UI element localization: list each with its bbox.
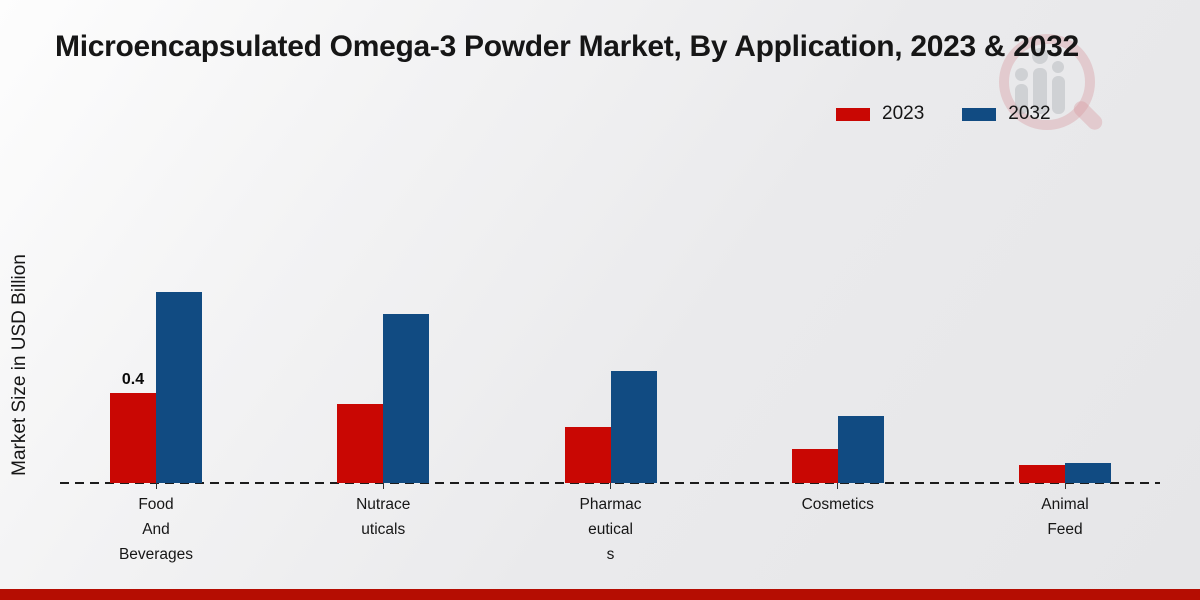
bar-2032-nutraceuticals [383,314,430,483]
watermark-dot-icon [1032,48,1048,64]
bar-value-label-2023: 0.4 [121,371,145,388]
bar-2023-nutraceuticals [337,404,384,483]
category-label-animal-feed: Animal Feed [1041,496,1089,538]
legend-item-2023: 2023 [836,103,924,125]
x-axis-tick [382,483,384,489]
watermark-dot-icon [1015,68,1028,81]
x-axis-tick [1064,483,1066,489]
legend-label-2023: 2023 [882,103,925,124]
watermark-bar-icon [1033,68,1047,114]
bar-2023-pharmaceuticals [564,426,611,483]
watermark-bar-icon [1052,76,1065,114]
watermark-bar-icon [1015,84,1028,114]
market-research-logo-watermark [993,28,1106,140]
category-label-pharmaceuticals: Pharmac eutical s [579,496,642,563]
x-axis-tick [610,483,611,489]
category-label-food-and-beverages: Food And Beverages [118,496,194,563]
x-axis-tick [155,483,157,489]
bar-2032-pharmaceuticals [610,370,657,483]
legend-label-2032: 2032 [1008,103,1051,124]
legend-item-2032: 2032 [962,103,1051,125]
legend-swatch-2032 [962,107,997,121]
watermark-dot-icon [1052,61,1064,73]
magnifier-circle-icon [999,34,1095,130]
category-label-cosmetics: Cosmetics [801,496,874,513]
bar-2023-food-and-beverages [110,393,156,483]
bar-2032-food-and-beverages [156,291,202,483]
bar-2023-cosmetics [791,449,838,483]
bottom-accent-bar [0,589,1200,600]
legend: 2023 2032 [836,103,1051,125]
bar-2032-animal-feed [1065,462,1111,483]
x-axis-tick [837,483,839,489]
legend-swatch-2023 [836,107,870,121]
bar-2032-cosmetics [837,415,884,483]
chart-title: Microencapsulated Omega-3 Powder Market,… [55,30,1079,63]
category-label-nutraceuticals: Nutrace uticals [356,496,411,538]
bar-2023-animal-feed [1019,465,1065,483]
